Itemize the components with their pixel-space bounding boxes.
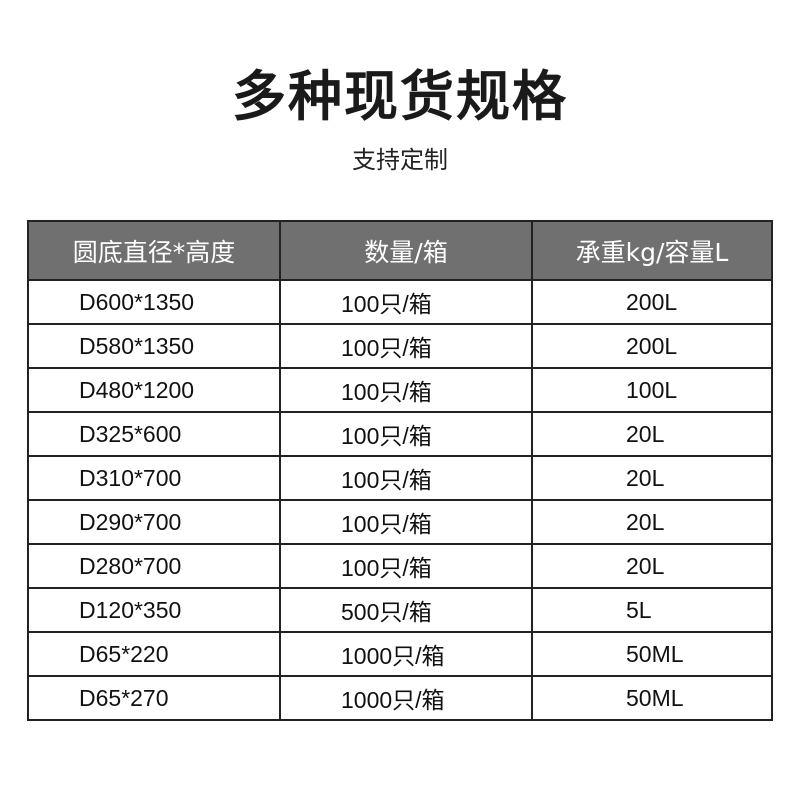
cell-capacity: 20L bbox=[531, 411, 773, 457]
cell-capacity: 200L bbox=[531, 323, 773, 369]
table-row: D290*700 100只/箱 20L bbox=[27, 499, 773, 545]
column-header-size: 圆底直径*高度 bbox=[27, 220, 281, 281]
table-row: D120*350 500只/箱 5L bbox=[27, 587, 773, 633]
cell-size: D280*700 bbox=[27, 543, 281, 589]
cell-capacity: 20L bbox=[531, 455, 773, 501]
cell-size: D120*350 bbox=[27, 587, 281, 633]
cell-size: D325*600 bbox=[27, 411, 281, 457]
cell-quantity: 500只/箱 bbox=[279, 587, 533, 633]
table-header-row: 圆底直径*高度 数量/箱 承重kg/容量L bbox=[27, 220, 773, 281]
cell-size: D290*700 bbox=[27, 499, 281, 545]
table-row: D65*220 1000只/箱 50ML bbox=[27, 631, 773, 677]
cell-quantity: 100只/箱 bbox=[279, 279, 533, 325]
table-row: D280*700 100只/箱 20L bbox=[27, 543, 773, 589]
cell-capacity: 5L bbox=[531, 587, 773, 633]
cell-capacity: 50ML bbox=[531, 631, 773, 677]
cell-size: D65*270 bbox=[27, 675, 281, 721]
spec-table: 圆底直径*高度 数量/箱 承重kg/容量L D600*1350 100只/箱 200… bbox=[27, 220, 773, 721]
cell-quantity: 100只/箱 bbox=[279, 499, 533, 545]
cell-size: D480*1200 bbox=[27, 367, 281, 413]
table-row: D65*270 1000只/箱 50ML bbox=[27, 675, 773, 721]
cell-capacity: 50ML bbox=[531, 675, 773, 721]
cell-quantity: 100只/箱 bbox=[279, 455, 533, 501]
table-row: D325*600 100只/箱 20L bbox=[27, 411, 773, 457]
cell-quantity: 100只/箱 bbox=[279, 367, 533, 413]
column-header-quantity: 数量/箱 bbox=[279, 220, 533, 281]
cell-size: D310*700 bbox=[27, 455, 281, 501]
table-row: D310*700 100只/箱 20L bbox=[27, 455, 773, 501]
page-subtitle: 支持定制 bbox=[352, 146, 448, 174]
table-row: D580*1350 100只/箱 200L bbox=[27, 323, 773, 369]
column-header-capacity: 承重kg/容量L bbox=[531, 220, 773, 281]
cell-capacity: 20L bbox=[531, 499, 773, 545]
cell-capacity: 100L bbox=[531, 367, 773, 413]
table-row: D480*1200 100只/箱 100L bbox=[27, 367, 773, 413]
cell-capacity: 200L bbox=[531, 279, 773, 325]
cell-size: D65*220 bbox=[27, 631, 281, 677]
cell-size: D600*1350 bbox=[27, 279, 281, 325]
table-row: D600*1350 100只/箱 200L bbox=[27, 279, 773, 325]
cell-quantity: 100只/箱 bbox=[279, 543, 533, 589]
cell-quantity: 1000只/箱 bbox=[279, 675, 533, 721]
cell-quantity: 100只/箱 bbox=[279, 411, 533, 457]
cell-capacity: 20L bbox=[531, 543, 773, 589]
cell-quantity: 1000只/箱 bbox=[279, 631, 533, 677]
page-title: 多种现货规格 bbox=[232, 65, 568, 128]
cell-size: D580*1350 bbox=[27, 323, 281, 369]
cell-quantity: 100只/箱 bbox=[279, 323, 533, 369]
